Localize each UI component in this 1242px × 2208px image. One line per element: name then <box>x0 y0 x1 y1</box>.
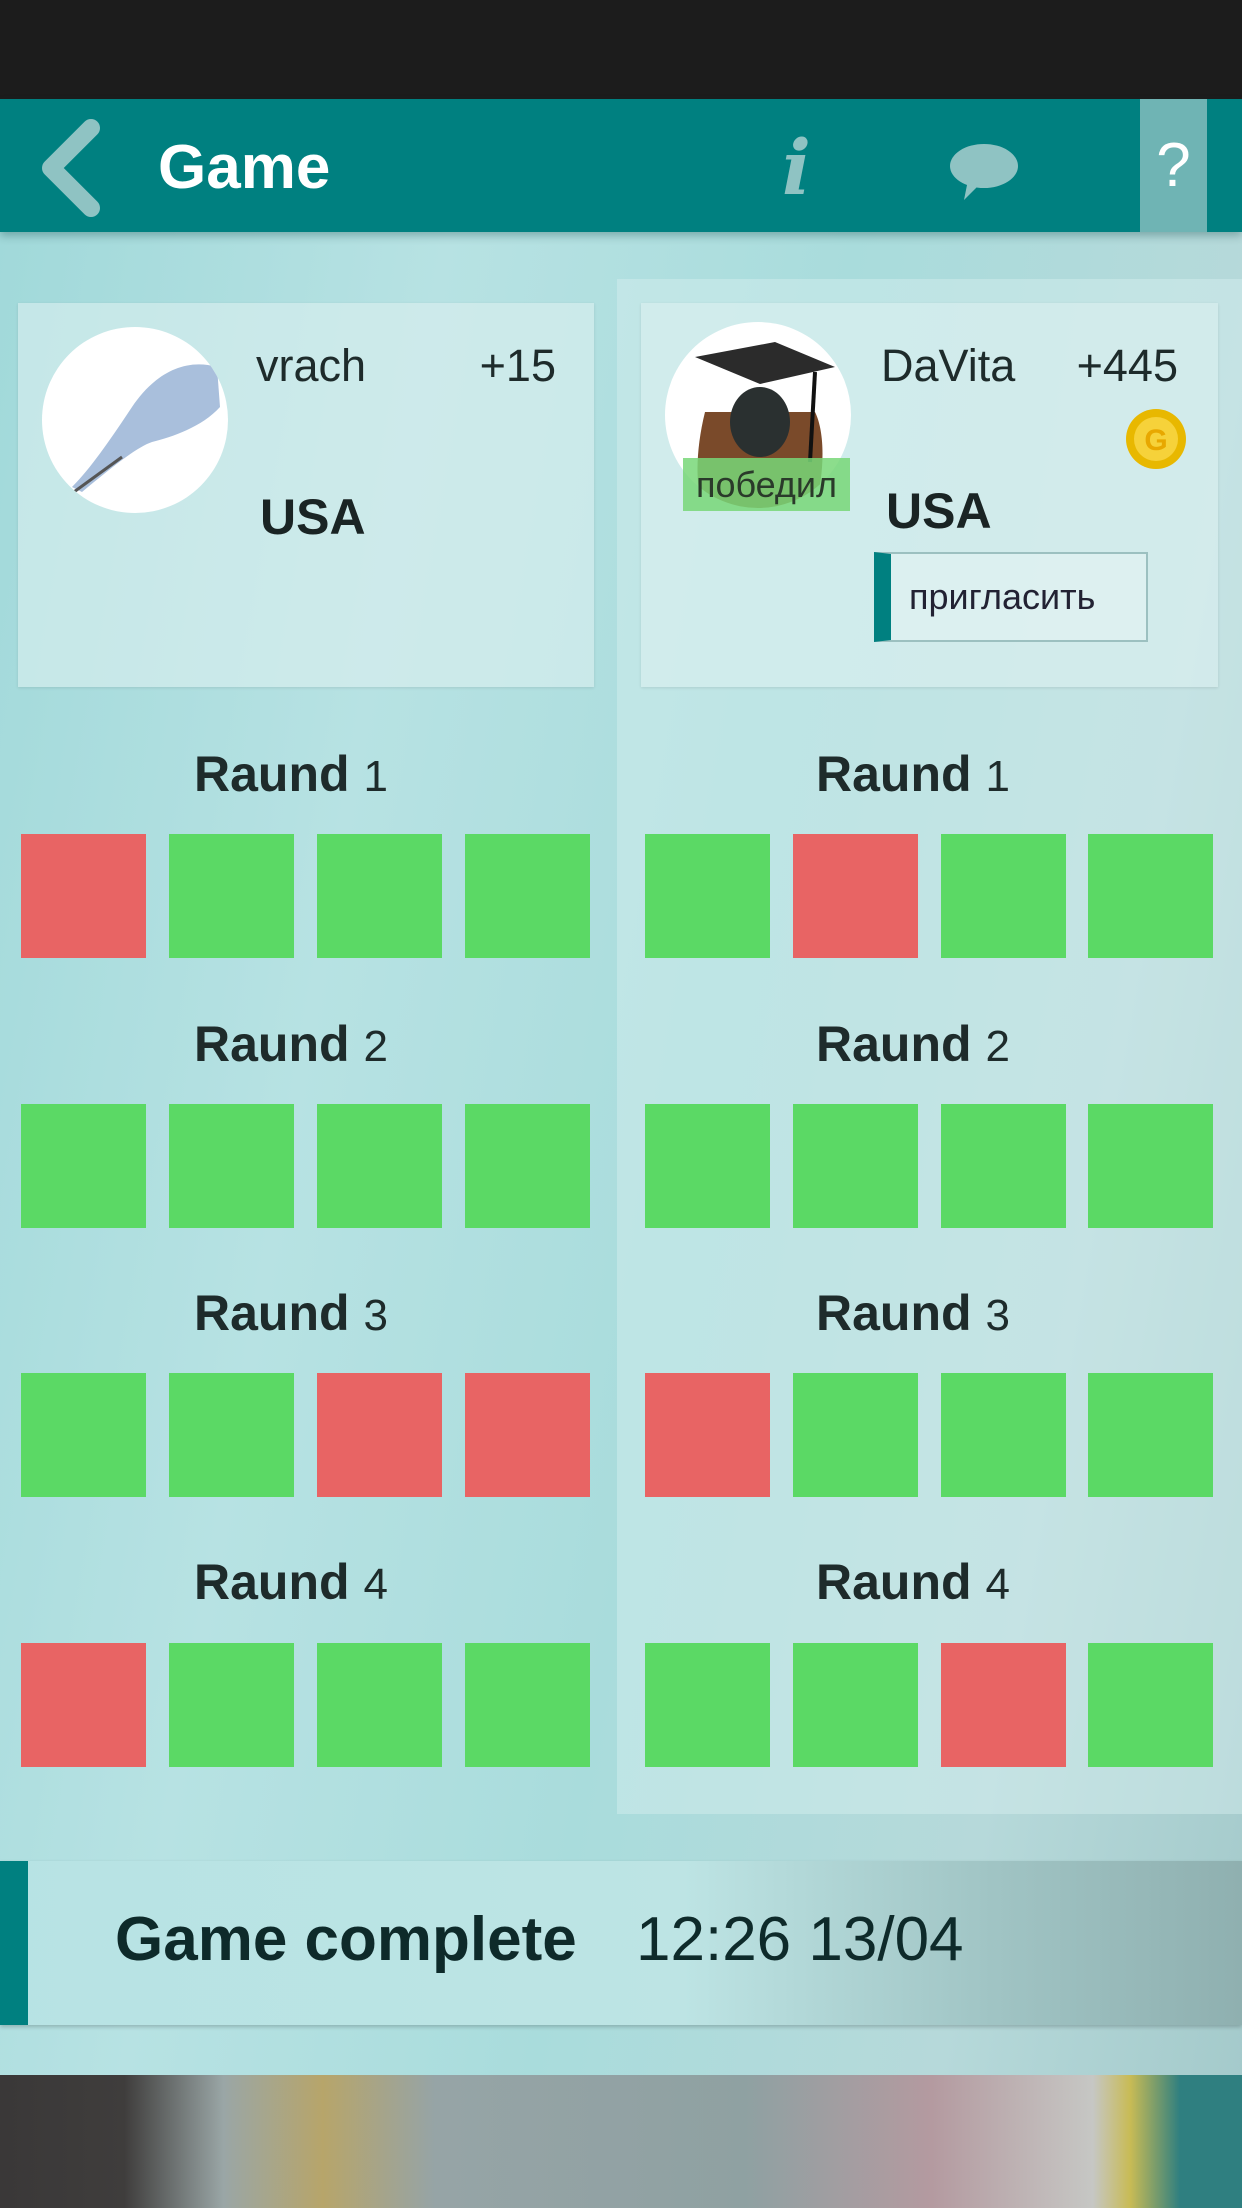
round-label-text: Raund <box>193 1285 350 1341</box>
answer-square-correct[interactable] <box>169 1643 294 1767</box>
answer-square-correct[interactable] <box>1088 1104 1213 1228</box>
gold-coin-icon: G <box>1126 409 1186 469</box>
player-score: +15 <box>479 340 556 391</box>
svg-text:G: G <box>1144 424 1167 457</box>
answer-square-correct[interactable] <box>465 1643 590 1767</box>
answer-square-correct[interactable] <box>21 1373 146 1497</box>
answer-square-correct[interactable] <box>317 1643 442 1767</box>
round-label: Raund 1 <box>633 745 1193 803</box>
player-country: USA <box>260 489 366 545</box>
answer-square-correct[interactable] <box>1088 1643 1213 1767</box>
answer-square-correct[interactable] <box>645 1104 770 1228</box>
game-status-bar <box>0 1861 1242 2025</box>
round-number: 4 <box>985 1560 1011 1609</box>
answer-square-correct[interactable] <box>793 1373 918 1497</box>
answer-square-wrong[interactable] <box>465 1373 590 1497</box>
round-number: 2 <box>985 1022 1011 1071</box>
round-label: Raund 2 <box>11 1015 571 1073</box>
round-label-text: Raund <box>193 746 350 802</box>
chevron-left-icon[interactable] <box>36 118 106 218</box>
round-label-text: Raund <box>193 1554 350 1610</box>
round-label: Raund 4 <box>633 1553 1193 1611</box>
game-status: Game complete <box>115 1905 577 1974</box>
round-label-text: Raund <box>815 1285 972 1341</box>
player-country: USA <box>886 483 992 539</box>
answer-square-correct[interactable] <box>1088 834 1213 958</box>
round-number: 4 <box>363 1560 389 1609</box>
answer-square-wrong[interactable] <box>21 834 146 958</box>
status-bar <box>0 0 1242 99</box>
answer-square-correct[interactable] <box>21 1104 146 1228</box>
answer-square-correct[interactable] <box>1088 1373 1213 1497</box>
chat-bubble-icon[interactable] <box>948 140 1020 202</box>
round-number: 3 <box>985 1291 1011 1340</box>
round-label: Raund 4 <box>11 1553 571 1611</box>
status-accent <box>0 1861 28 2025</box>
round-label-text: Raund <box>815 746 972 802</box>
answer-square-correct[interactable] <box>793 1104 918 1228</box>
answer-square-correct[interactable] <box>169 1373 294 1497</box>
header-bar <box>0 99 1242 232</box>
round-label: Raund 2 <box>633 1015 1193 1073</box>
info-icon[interactable]: i <box>782 123 811 212</box>
answer-square-correct[interactable] <box>465 1104 590 1228</box>
round-number: 3 <box>363 1291 389 1340</box>
answer-square-wrong[interactable] <box>21 1643 146 1767</box>
player-score: +445 <box>1076 340 1178 391</box>
round-label-text: Raund <box>815 1016 972 1072</box>
round-number: 1 <box>985 752 1011 801</box>
round-number: 2 <box>363 1022 389 1071</box>
winner-badge: победил <box>683 458 850 511</box>
player-name: vrach <box>256 340 367 391</box>
round-label: Raund 3 <box>11 1284 571 1342</box>
answer-square-correct[interactable] <box>169 1104 294 1228</box>
round-label-text: Raund <box>193 1016 350 1072</box>
answer-square-correct[interactable] <box>317 1104 442 1228</box>
answer-square-wrong[interactable] <box>317 1373 442 1497</box>
answer-square-wrong[interactable] <box>941 1643 1066 1767</box>
invite-button[interactable]: пригласить <box>874 552 1148 642</box>
game-time: 12:26 13/04 <box>636 1905 964 1974</box>
answer-square-correct[interactable] <box>169 834 294 958</box>
answer-square-correct[interactable] <box>941 1373 1066 1497</box>
round-number: 1 <box>363 752 389 801</box>
round-label: Raund 3 <box>633 1284 1193 1342</box>
answer-square-correct[interactable] <box>317 834 442 958</box>
answer-square-wrong[interactable] <box>645 1373 770 1497</box>
answer-square-correct[interactable] <box>645 834 770 958</box>
page-title: Game <box>158 133 331 202</box>
answer-square-correct[interactable] <box>941 1104 1066 1228</box>
answer-square-correct[interactable] <box>793 1643 918 1767</box>
blurred-background <box>0 2075 1242 2208</box>
answer-square-wrong[interactable] <box>793 834 918 958</box>
answer-square-correct[interactable] <box>465 834 590 958</box>
player-name: DaVita <box>881 340 1016 391</box>
avatar[interactable] <box>42 327 228 513</box>
round-label-text: Raund <box>815 1554 972 1610</box>
answer-square-correct[interactable] <box>941 834 1066 958</box>
help-button[interactable]: ? <box>1140 99 1207 232</box>
answer-square-correct[interactable] <box>645 1643 770 1767</box>
round-label: Raund 1 <box>11 745 571 803</box>
